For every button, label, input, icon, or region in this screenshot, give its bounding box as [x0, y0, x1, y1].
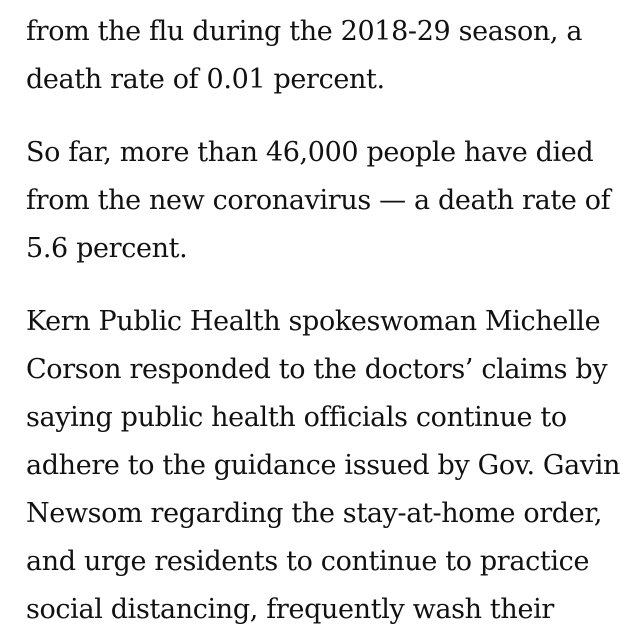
paragraph-line: Newsom regarding the stay-at-home order, [26, 498, 603, 529]
paragraph-line: and urge residents to continue to practi… [26, 546, 590, 577]
paragraph-line: adhere to the guidance issued by Gov. Ga… [26, 450, 621, 481]
paragraph-line: 5.6 percent. [26, 233, 188, 264]
paragraph-line: from the new coronavirus — a death rate … [26, 185, 611, 216]
paragraph-line: social distancing, frequently wash their [26, 594, 554, 625]
paragraph-line: death rate of 0.01 percent. [26, 64, 385, 95]
paragraph-line: So far, more than 46,000 people have die… [26, 137, 594, 168]
paragraph-line: from the flu during the 2018-29 season, … [26, 16, 583, 47]
paragraph-line: Kern Public Health spokeswoman Michelle [26, 306, 601, 337]
paragraph-line: saying public health officials continue … [26, 402, 567, 433]
paragraph-line: Corson responded to the doctors’ claims … [26, 354, 608, 385]
